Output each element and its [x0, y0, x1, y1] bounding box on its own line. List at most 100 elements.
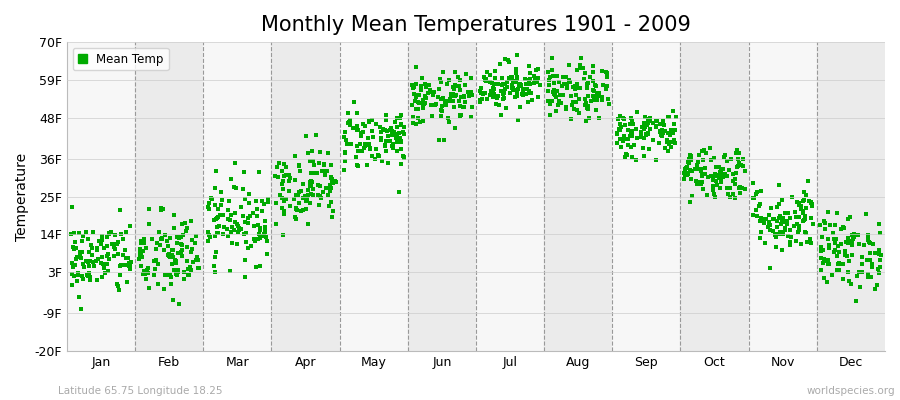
- Point: [172, 301, 186, 307]
- Point: [533, 82, 547, 88]
- Point: [846, 231, 860, 237]
- Point: [780, 220, 795, 227]
- Point: [204, 195, 219, 201]
- Point: [341, 120, 356, 126]
- Point: [559, 105, 573, 111]
- Point: [630, 135, 644, 141]
- Point: [301, 220, 315, 227]
- Point: [238, 196, 252, 202]
- Point: [362, 118, 376, 125]
- Point: [664, 144, 679, 150]
- Point: [570, 107, 584, 114]
- Point: [724, 156, 739, 162]
- Point: [834, 226, 849, 232]
- Point: [496, 96, 510, 102]
- Point: [798, 229, 813, 236]
- Point: [625, 118, 639, 124]
- Point: [94, 237, 109, 243]
- Point: [498, 56, 512, 62]
- Point: [393, 121, 408, 128]
- Point: [350, 163, 365, 170]
- Point: [814, 243, 829, 250]
- Point: [804, 240, 818, 246]
- Point: [207, 185, 221, 191]
- Point: [166, 224, 181, 231]
- Point: [512, 81, 526, 87]
- Point: [409, 81, 423, 87]
- Point: [340, 110, 355, 116]
- Point: [314, 168, 328, 174]
- Point: [763, 264, 778, 271]
- Point: [830, 210, 844, 216]
- Point: [167, 212, 182, 218]
- Point: [757, 220, 771, 226]
- Point: [746, 180, 760, 186]
- Point: [436, 69, 450, 75]
- Point: [89, 245, 104, 252]
- Bar: [817, 42, 885, 351]
- Point: [770, 204, 784, 210]
- Point: [324, 174, 338, 180]
- Point: [274, 204, 289, 211]
- Point: [662, 132, 677, 138]
- Point: [626, 121, 640, 127]
- Point: [681, 159, 696, 165]
- Point: [223, 175, 238, 182]
- Point: [773, 228, 788, 235]
- Point: [317, 161, 331, 167]
- Point: [464, 75, 478, 82]
- Point: [201, 238, 215, 244]
- Point: [778, 210, 793, 216]
- Point: [738, 186, 752, 192]
- Point: [417, 101, 431, 107]
- Point: [760, 224, 775, 230]
- Point: [566, 84, 580, 90]
- Point: [76, 276, 90, 282]
- Point: [112, 263, 127, 270]
- Point: [590, 96, 605, 102]
- Point: [248, 264, 263, 270]
- Point: [434, 106, 448, 113]
- Point: [255, 208, 269, 214]
- Point: [455, 104, 470, 110]
- Point: [832, 260, 846, 266]
- Point: [133, 246, 148, 252]
- Point: [406, 120, 420, 127]
- Point: [437, 100, 452, 106]
- Point: [792, 199, 806, 206]
- Point: [240, 220, 255, 226]
- Point: [731, 156, 745, 162]
- Point: [680, 172, 694, 179]
- Point: [814, 245, 828, 251]
- Point: [425, 113, 439, 119]
- Point: [766, 228, 780, 234]
- Point: [610, 116, 625, 122]
- Point: [587, 88, 601, 94]
- Point: [76, 233, 90, 239]
- Point: [465, 92, 480, 98]
- Point: [447, 69, 462, 75]
- Point: [372, 153, 386, 160]
- Point: [453, 113, 467, 120]
- Point: [854, 268, 868, 275]
- Point: [563, 116, 578, 122]
- Point: [592, 90, 607, 97]
- Point: [720, 158, 734, 165]
- Point: [410, 92, 424, 98]
- Point: [340, 141, 355, 147]
- Point: [407, 91, 421, 97]
- Point: [573, 65, 588, 71]
- Point: [381, 132, 395, 139]
- Point: [170, 269, 184, 275]
- Point: [434, 113, 448, 119]
- Point: [457, 94, 472, 101]
- Point: [772, 215, 787, 222]
- Point: [830, 267, 844, 273]
- Point: [446, 98, 461, 104]
- Point: [479, 76, 493, 83]
- Point: [186, 258, 201, 265]
- Point: [108, 246, 122, 252]
- Point: [94, 274, 109, 280]
- Point: [133, 251, 148, 258]
- Point: [111, 239, 125, 245]
